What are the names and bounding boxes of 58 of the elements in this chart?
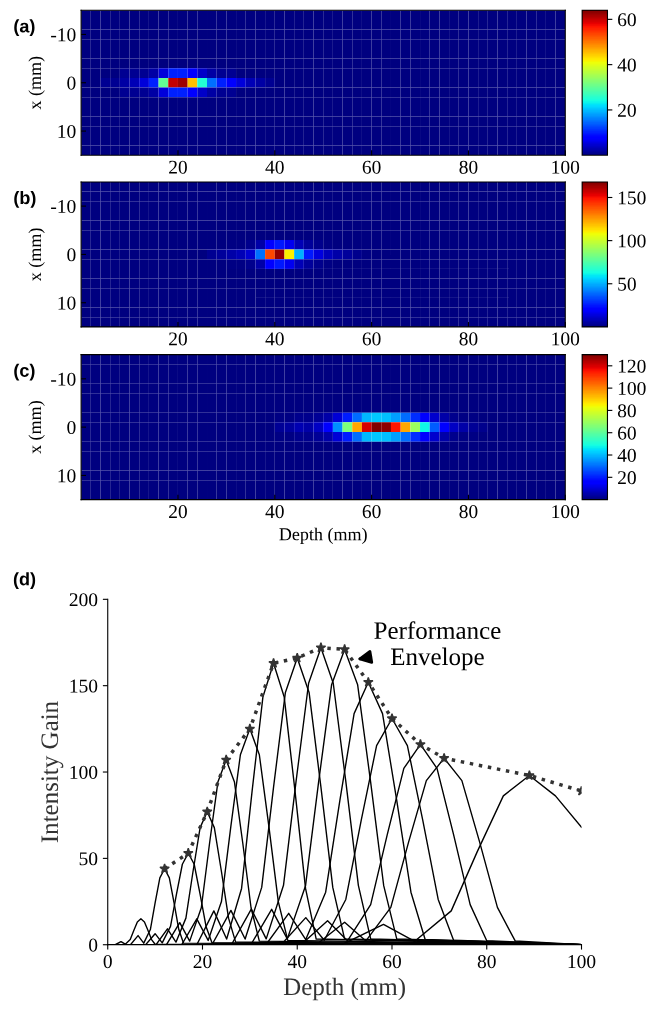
y-tick-label: 0 — [67, 76, 76, 90]
chart-title: (d) — [13, 572, 36, 589]
color-bar-label: 20 — [618, 103, 636, 117]
x-tick-label: 20 — [193, 955, 212, 969]
color-bar-label: 50 — [618, 277, 636, 291]
y-tick-label: -10 — [51, 372, 76, 386]
color-bar-label: 80 — [617, 404, 636, 418]
y-tick-label: 100 — [70, 765, 98, 779]
chart-title: (c) — [14, 363, 35, 381]
color-bar-label: 100 — [618, 381, 646, 396]
x-tick-label: 40 — [265, 505, 284, 519]
color-bar-label: 40 — [617, 448, 636, 462]
chart-title: (b) — [14, 190, 36, 208]
y-axis-title: x (mm) — [28, 228, 45, 282]
x-tick-label: 40 — [265, 160, 284, 174]
y-tick-label: 200 — [69, 593, 98, 607]
x-tick-label: 20 — [169, 332, 187, 346]
color-bar-label: 40 — [617, 58, 636, 72]
y-tick-label: 50 — [79, 852, 98, 866]
x-tick-label: 60 — [362, 160, 381, 174]
annotation: Performance Envelope — [374, 621, 501, 671]
x-tick-label: 80 — [459, 505, 478, 519]
color-bar-label: 100 — [618, 234, 646, 248]
x-tick-label: 80 — [459, 160, 478, 174]
y-tick-label: -10 — [51, 28, 76, 42]
y-tick-label: 10 — [58, 296, 76, 310]
color-bar-label: 60 — [618, 426, 636, 440]
x-tick-label: 0 — [103, 955, 112, 969]
color-bar-label: 60 — [618, 13, 636, 27]
y-axis-title: Intensity Gain — [41, 701, 64, 843]
x-tick-label: 60 — [383, 955, 401, 969]
x-tick-label: 80 — [477, 955, 496, 969]
y-tick-label: 0 — [67, 420, 76, 435]
x-tick-label: 60 — [362, 505, 381, 519]
x-tick-label: 20 — [169, 160, 187, 174]
color-bar-label: 120 — [618, 359, 646, 373]
color-bar-label: 150 — [618, 191, 646, 205]
x-axis-title: Depth (mm) — [283, 977, 405, 1001]
y-tick-label: 150 — [70, 679, 98, 693]
y-tick-label: 10 — [58, 469, 76, 483]
y-tick-label: 0 — [89, 938, 98, 952]
x-tick-label: 40 — [287, 955, 307, 969]
color-bar-label: 20 — [618, 471, 636, 485]
x-tick-label: 80 — [459, 332, 478, 346]
y-tick-label: -10 — [51, 199, 76, 214]
x-tick-label: 100 — [552, 160, 580, 174]
chart-title: (a) — [14, 19, 35, 37]
y-axis-title: x (mm) — [28, 401, 45, 454]
x-tick-label: 60 — [362, 332, 381, 346]
y-tick-label: 10 — [58, 124, 76, 139]
x-tick-label: 100 — [552, 505, 580, 519]
x-tick-label: 100 — [552, 332, 580, 346]
x-tick-label: 20 — [169, 505, 187, 519]
y-tick-label: 0 — [67, 248, 76, 262]
x-tick-label: 100 — [568, 955, 596, 969]
x-tick-label: 40 — [265, 332, 284, 346]
x-axis-title: Depth (mm) — [279, 527, 367, 545]
y-axis-title: x (mm) — [28, 56, 45, 110]
